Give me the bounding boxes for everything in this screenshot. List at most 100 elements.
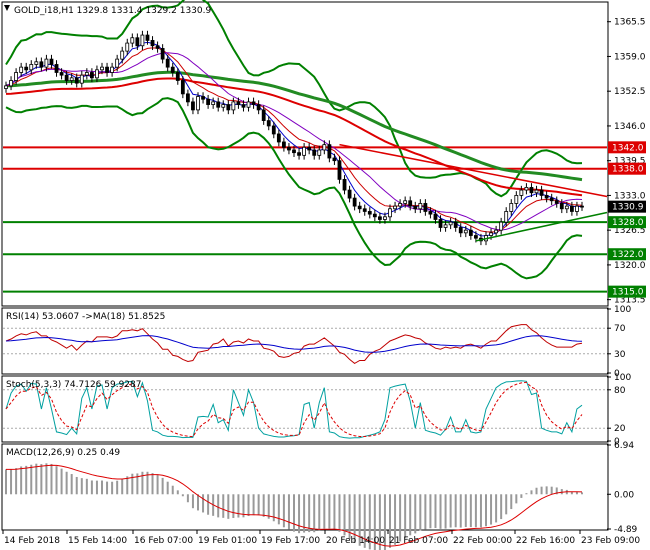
candle-body	[302, 146, 307, 156]
macd-histogram-bar	[368, 494, 371, 550]
macd-histogram-bar	[505, 494, 508, 515]
macd-histogram-bar	[333, 494, 336, 529]
stoch-y-tick-label: 0	[614, 437, 620, 447]
macd-histogram-bar	[318, 494, 321, 531]
candle-body	[160, 48, 165, 60]
macd-histogram-bar	[313, 494, 316, 533]
candle-body	[519, 189, 524, 196]
macd-histogram-bar	[30, 464, 33, 495]
candle-body	[256, 104, 261, 111]
macd-header: MACD(12,26,9) 0.25 0.49	[6, 448, 120, 458]
macd-histogram-bar	[540, 486, 543, 495]
candle-body	[221, 104, 226, 108]
macd-histogram-bar	[520, 494, 523, 498]
macd-histogram-bar	[35, 463, 38, 495]
candle-body	[377, 216, 382, 220]
macd-histogram-bar	[394, 494, 397, 545]
main-y-tick-label: 1339.5	[614, 157, 646, 167]
macd-histogram-bar	[217, 494, 220, 518]
dropdown-triangle-icon[interactable]	[4, 5, 10, 11]
rsi-y-tick-label: 100	[614, 305, 631, 315]
candle-body	[393, 205, 397, 210]
candle-body	[509, 203, 514, 212]
macd-histogram-bar	[303, 494, 306, 533]
level-label-box	[608, 200, 646, 213]
macd-histogram-bar	[510, 494, 513, 510]
macd-histogram-bar	[151, 473, 154, 495]
macd-histogram-bar	[15, 468, 18, 495]
candle-body	[312, 149, 317, 156]
macd-histogram-bar	[90, 480, 93, 495]
macd-histogram-bar	[111, 481, 114, 495]
candle-body	[74, 77, 79, 84]
rsi-y-tick-label: 70	[614, 324, 626, 334]
candle-body	[403, 200, 408, 204]
x-tick-label: 15 Feb 14:00	[68, 536, 127, 546]
macd-histogram-bar	[308, 494, 311, 533]
candle-body	[9, 80, 13, 87]
candle-body	[554, 200, 559, 204]
rsi-plot	[3, 324, 607, 365]
macd-histogram-bar	[131, 473, 134, 495]
candle-body	[307, 146, 312, 151]
candle-body	[342, 178, 347, 191]
macd-histogram-bar	[10, 469, 13, 495]
macd-histogram-bar	[141, 471, 144, 495]
candle-body	[362, 208, 367, 212]
candle-body	[165, 58, 170, 68]
candle-body	[39, 61, 44, 68]
candle-body	[216, 101, 221, 108]
candle-body	[54, 64, 59, 73]
level-label-box	[608, 216, 646, 229]
macd-histogram-bar	[146, 471, 149, 495]
rsi-panel-frame	[1, 307, 609, 375]
macd-histogram-bar	[161, 477, 164, 495]
macd-histogram-bar	[25, 465, 28, 495]
candle-body	[367, 211, 372, 215]
candle-body	[473, 235, 478, 239]
candle-body	[29, 64, 34, 71]
macd-histogram-bar	[555, 487, 558, 495]
candle-body	[549, 197, 554, 202]
support-trend-line	[475, 211, 608, 242]
level-label-box	[608, 248, 646, 261]
candle-body	[317, 149, 322, 156]
macd-histogram-bar	[353, 494, 356, 543]
candle-body	[100, 66, 104, 71]
macd-histogram-bar	[272, 494, 275, 522]
candle-body	[564, 205, 569, 210]
macd-histogram-bar	[197, 494, 199, 511]
macd-histogram-bar	[464, 494, 467, 528]
candle-body	[231, 101, 236, 111]
level-label-text: 1330.9	[612, 203, 644, 213]
macd-histogram-bar	[424, 494, 427, 530]
stoch-signal-line	[5, 381, 583, 438]
candle-body	[79, 74, 84, 84]
candle-body	[322, 144, 327, 151]
macd-histogram-bar	[181, 494, 184, 497]
candle-body	[246, 101, 251, 108]
macd-histogram-bar	[323, 494, 326, 529]
candle-body	[428, 211, 433, 215]
candle-body	[388, 208, 392, 218]
macd-histogram-bar	[298, 494, 301, 534]
candle-body	[196, 96, 200, 111]
macd-histogram-bar	[570, 491, 573, 495]
macd-plot	[5, 463, 583, 550]
macd-histogram-bar	[479, 494, 482, 528]
candle-body	[292, 149, 296, 154]
macd-histogram-bar	[166, 481, 169, 495]
candle-body	[185, 93, 190, 103]
macd-histogram-bar	[414, 494, 417, 534]
level-label-box	[608, 162, 646, 175]
candle-body	[458, 227, 463, 234]
macd-histogram-bar	[232, 494, 235, 519]
macd-histogram-bar	[419, 494, 422, 531]
macd-histogram-bar	[85, 478, 88, 495]
macd-histogram-bar	[242, 494, 245, 518]
candle-body	[357, 205, 362, 210]
candle-body	[125, 42, 130, 52]
bollinger-upper-line	[5, 0, 583, 198]
macd-histogram-bar	[378, 494, 381, 550]
